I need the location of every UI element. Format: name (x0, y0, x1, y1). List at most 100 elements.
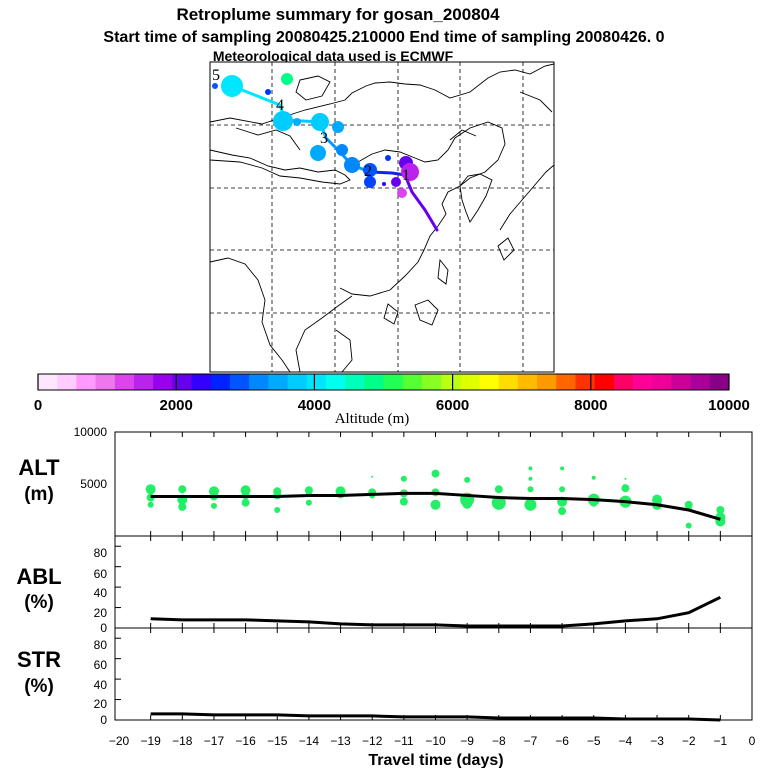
colorbar-tick-label: 8000 (574, 397, 607, 414)
colorbar-swatch (306, 374, 327, 390)
alt-scatter-point (241, 498, 250, 507)
abl-unit: (%) (24, 592, 54, 613)
colorbar-swatch (690, 374, 711, 390)
x-tick-label: −14 (299, 734, 320, 748)
alt-scatter-point (305, 499, 312, 506)
colorbar-swatch (421, 374, 442, 390)
alt-scatter-point (559, 486, 566, 493)
map-coastlines (209, 63, 555, 373)
colorbar-swatch (633, 374, 653, 390)
trajectory-map: 5 4 3 2 1 (209, 61, 555, 373)
str-panel-frame (114, 627, 753, 721)
colorbar-swatch (441, 374, 461, 390)
alt-scatter-point (371, 475, 374, 478)
colorbar-swatch (652, 374, 672, 390)
alt-ytick-5000: 5000 (80, 477, 107, 491)
alt-scatter-point (430, 499, 441, 510)
colorbar-swatch (57, 374, 77, 390)
altitude-colorbar: 0 2000 4000 6000 8000 10000 Altitude (m) (34, 373, 750, 427)
day-label-5: 5 (212, 67, 220, 84)
x-tick-label: −16 (235, 734, 256, 748)
x-tick-label: −7 (524, 734, 538, 748)
plume-marker (221, 75, 243, 97)
plume-marker (385, 155, 391, 161)
colorbar-swatch (479, 374, 500, 390)
plume-marker (212, 83, 218, 89)
abl-label: ABL (16, 564, 61, 589)
colorbar-swatch (229, 374, 250, 390)
colorbar-tick-label: 6000 (436, 397, 469, 414)
plume-marker (265, 89, 271, 95)
x-tick-label: −15 (267, 734, 288, 748)
str-ytick-80: 80 (94, 638, 108, 652)
alt-scatter-point (210, 502, 217, 509)
x-tick-label: −8 (492, 734, 506, 748)
colorbar-swatch (594, 374, 615, 390)
colorbar-swatch (575, 374, 596, 390)
map-frame (209, 61, 555, 373)
plume-marker (310, 145, 326, 161)
x-tick-label: −6 (555, 734, 569, 748)
alt-scatter-point (178, 485, 187, 494)
str-ytick-60: 60 (94, 658, 108, 672)
colorbar-swatch (517, 374, 538, 390)
abl-plot-area (115, 545, 722, 628)
x-tick-label: −18 (172, 734, 193, 748)
x-tick-label: −17 (204, 734, 225, 748)
time-series-panels: ALT (m) 10000 5000 ABL (%) 80 60 40 20 0… (16, 425, 755, 768)
alt-scatter-point (274, 507, 281, 513)
colorbar-swatch (709, 374, 730, 390)
alt-scatter-point (558, 507, 567, 516)
str-unit: (%) (24, 676, 54, 697)
plume-marker (382, 182, 386, 186)
x-tick-label: −11 (394, 734, 414, 748)
abl-line (150, 595, 722, 628)
x-tick-label: −9 (460, 734, 474, 748)
colorbar-swatch (249, 374, 269, 390)
str-plot-area (115, 637, 721, 722)
colorbar-swatch (613, 374, 634, 390)
alt-scatter-point (431, 469, 440, 478)
x-tick-label: −1 (714, 734, 728, 748)
colorbar-swatch (133, 374, 154, 390)
alt-mean-line (150, 491, 721, 521)
figure-subtitle: Start time of sampling 20080425.210000 E… (103, 29, 664, 46)
alt-scatter-point (464, 476, 471, 483)
abl-ytick-20: 20 (94, 606, 108, 620)
plume-marker (364, 176, 376, 188)
trajectory-segment-1-origin (403, 173, 439, 232)
plume-marker (332, 121, 344, 133)
colorbar-swatch (76, 374, 97, 390)
str-ytick-20: 20 (94, 697, 108, 711)
x-tick-label: −4 (619, 734, 633, 748)
alt-unit: (m) (24, 484, 54, 505)
alt-scatter-point (528, 476, 533, 481)
plume-marker (281, 73, 293, 85)
abl-ytick-80: 80 (94, 546, 108, 560)
colorbar-tick-label: 0 (34, 397, 42, 414)
day-labels: 5 4 3 2 1 (212, 67, 410, 184)
colorbar-swatch (537, 374, 557, 390)
trajectory-segment-2-1 (368, 170, 407, 177)
alt-scatter-point (399, 497, 408, 506)
map-gridlines (210, 62, 554, 372)
plume-marker (311, 113, 329, 131)
plume-marker (344, 157, 360, 173)
x-axis: −20 −19 −18 −17 −16 −15 −14 −13 −12 −11 −10 −9 −8 −7−… (109, 432, 756, 748)
colorbar-tick-label: 2000 (160, 397, 193, 414)
colorbar-swatch (95, 374, 116, 390)
colorbar-swatch (345, 374, 365, 390)
alt-label: ALT (18, 455, 60, 480)
x-tick-label: −5 (587, 734, 601, 748)
x-tick-label: 0 (749, 734, 756, 748)
alt-scatter-point (145, 484, 156, 495)
alt-scatter-point (494, 485, 503, 494)
alt-scatter-point (527, 486, 534, 493)
abl-ytick-60: 60 (94, 567, 108, 581)
alt-ytick-10000: 10000 (74, 425, 108, 439)
trajectory-segment-3-2 (324, 136, 372, 174)
colorbar-swatch (210, 374, 231, 390)
x-tick-label: −20 (109, 734, 130, 748)
colorbar-swatch (38, 374, 58, 390)
